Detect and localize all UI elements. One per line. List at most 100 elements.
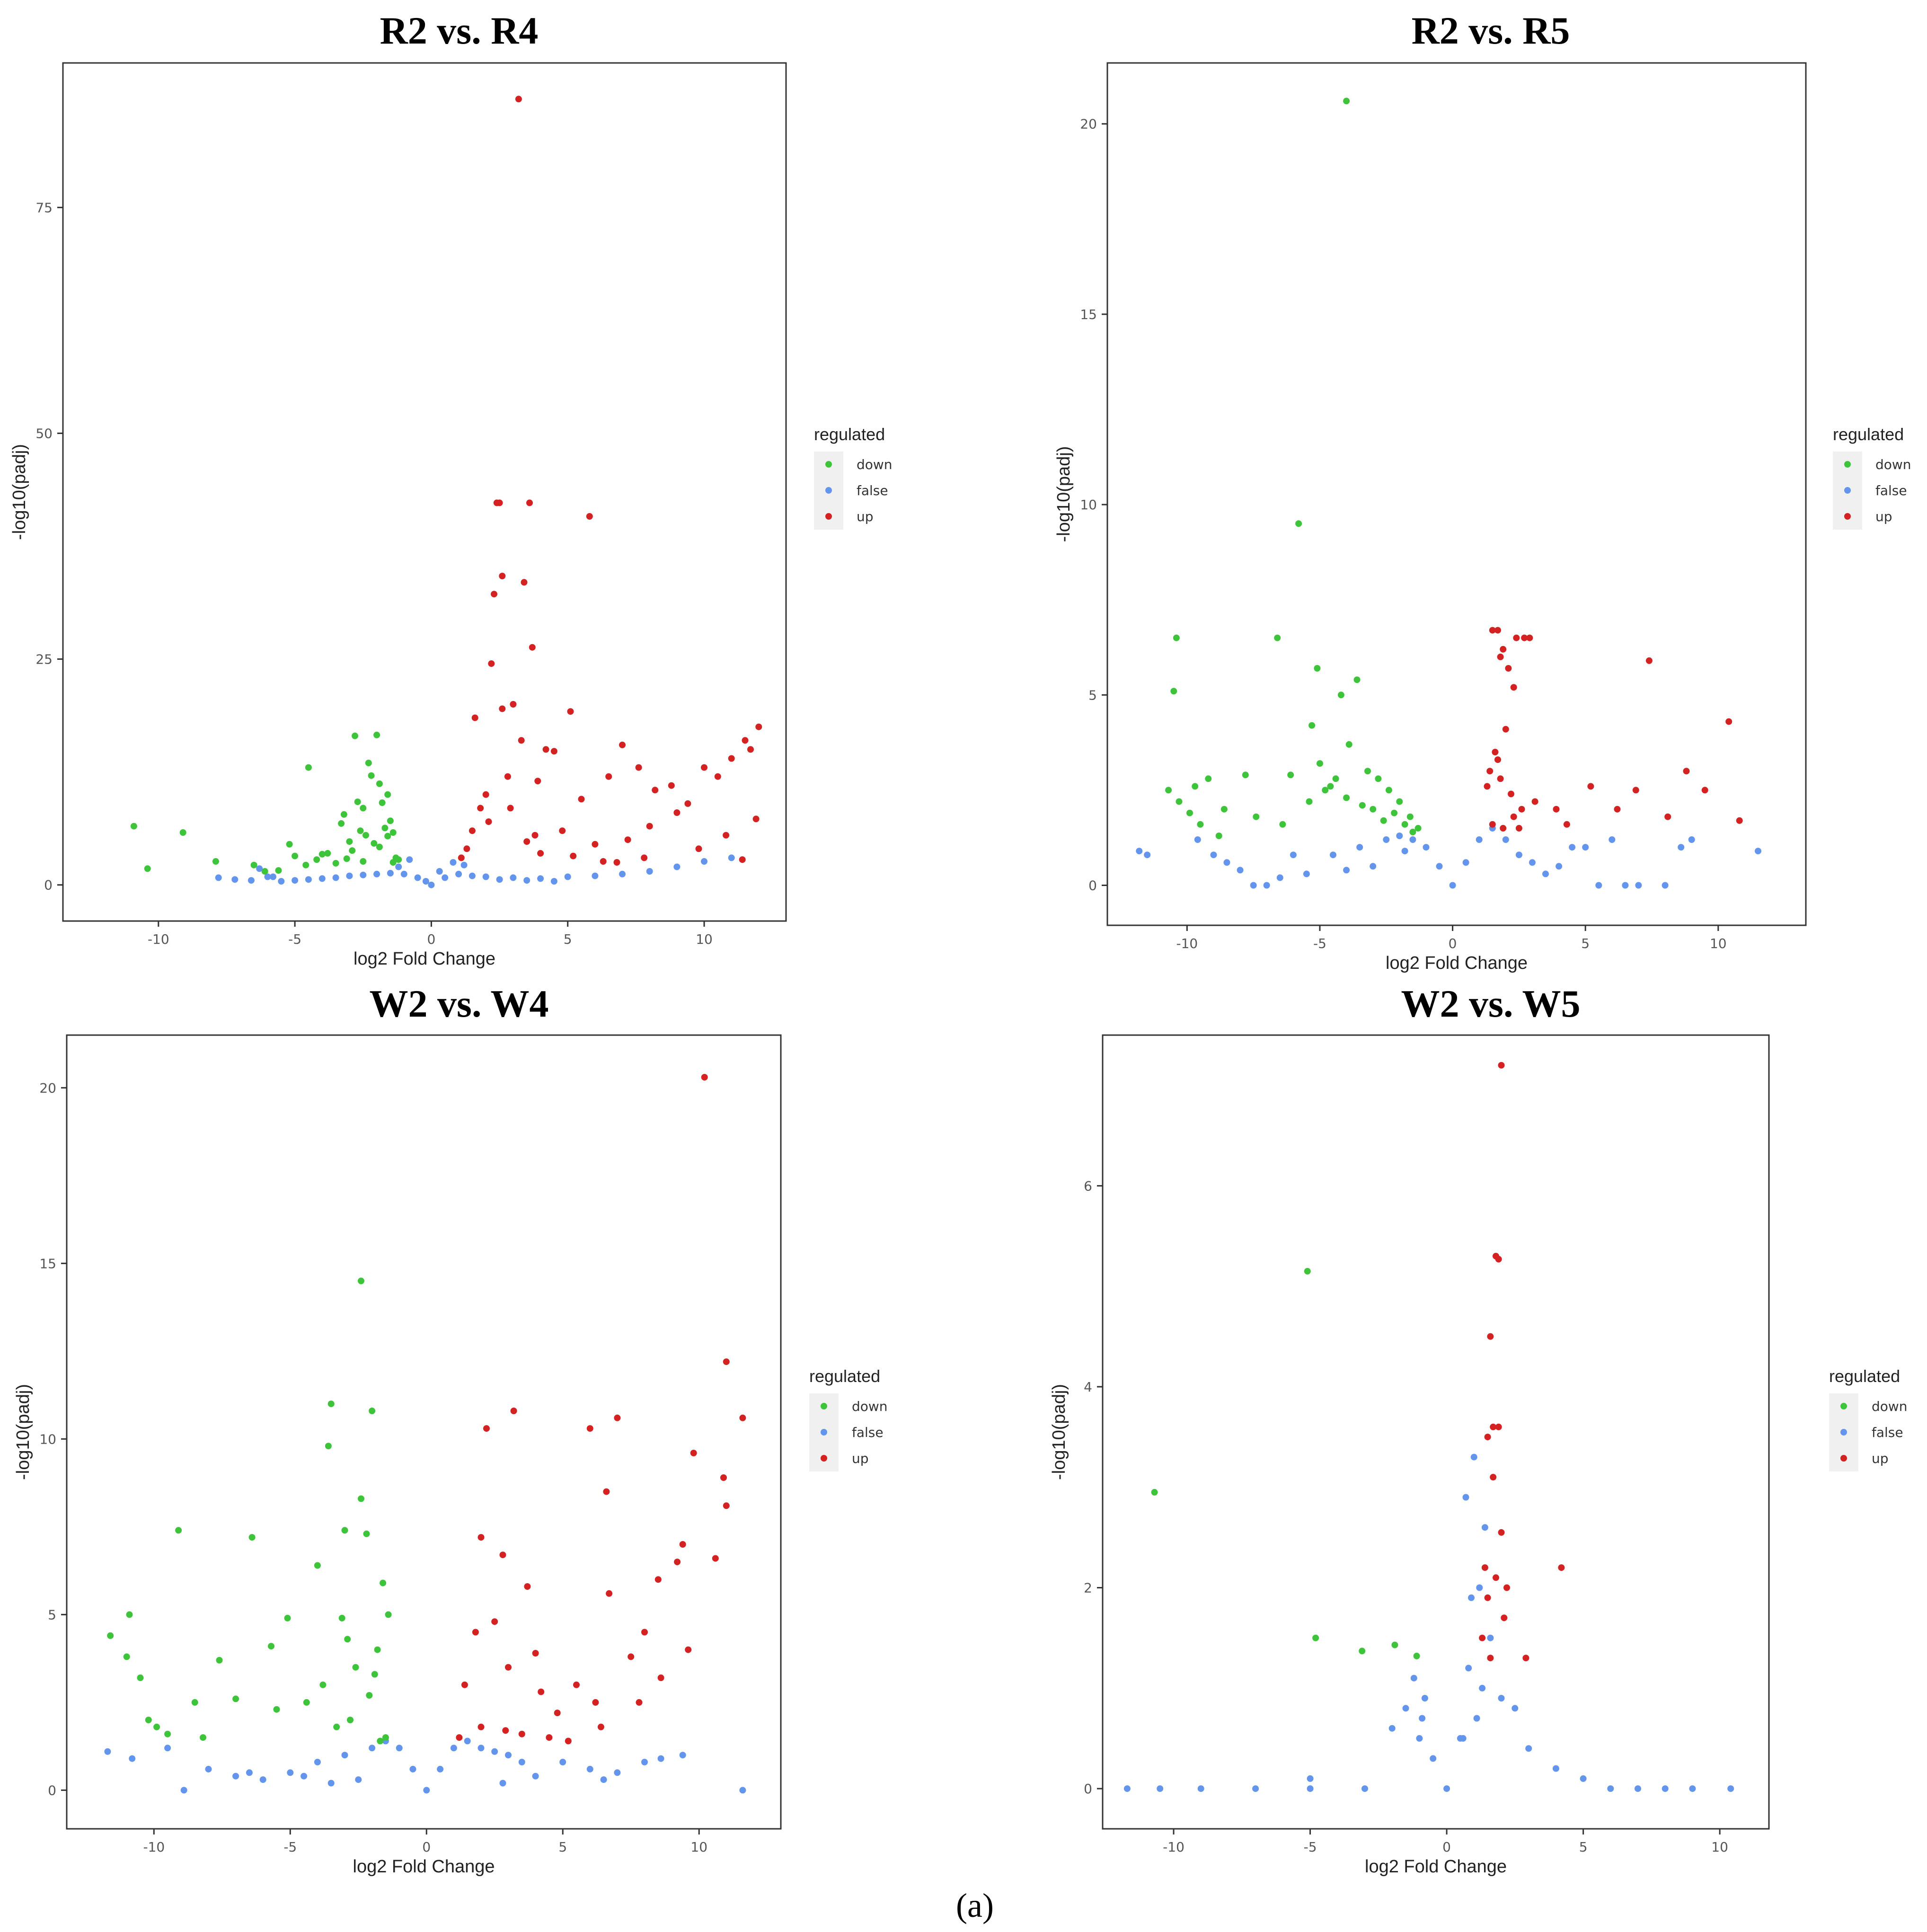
point-up [586,1425,593,1432]
legend: regulated down false up [1829,1366,1908,1471]
point-false [1525,1745,1532,1752]
point-up [477,1723,485,1730]
point-down [338,820,345,827]
series-up [1484,627,1743,832]
point-false [1223,859,1230,866]
point-up [1518,806,1525,813]
point-down [1151,1489,1158,1496]
point-false [1470,1453,1477,1461]
point-up [723,1358,730,1365]
point-down [1205,775,1212,782]
point-down [1327,783,1334,790]
point-down [1197,821,1204,828]
point-up [701,1074,708,1081]
point-up [605,773,612,780]
point-up [614,1414,621,1421]
point-false [1727,1785,1734,1792]
point-up [742,737,749,744]
point-up [755,723,762,730]
point-false [1383,836,1390,843]
point-up [510,1408,517,1414]
x-tick-label: -10 [1176,936,1198,951]
point-up [1508,790,1514,798]
point-false [414,874,421,881]
point-down [325,1443,332,1450]
point-false [292,877,299,884]
point-up [502,1727,509,1734]
point-up [477,805,484,812]
point-up [491,1618,498,1625]
point-down [1343,794,1350,801]
point-down [314,1562,321,1569]
point-up [679,1541,686,1548]
point-false [232,1772,239,1780]
point-down [1220,806,1228,813]
point-false [1635,882,1642,889]
point-down [389,829,397,836]
point-false [523,877,530,884]
chart-r2-vs-r4: R2 vs. R4 -10 -5 0 5 10 0 25 50 75 log2 Fold Chang… [9,9,893,969]
point-down [1186,809,1193,816]
point-down [286,841,293,848]
x-tick-label: 10 [696,931,713,947]
point-up [1498,1062,1505,1069]
point-false [477,1745,485,1752]
point-false [305,876,312,883]
point-false [1307,1785,1314,1792]
point-up [1510,813,1517,820]
point-false [739,1787,746,1794]
point-false [728,854,735,861]
y-tick-label: 0 [1084,1781,1092,1797]
point-up [542,746,549,753]
legend-label-up: up [852,1451,869,1466]
point-up [510,701,517,708]
point-false [1443,1785,1450,1792]
point-up [518,737,525,744]
point-down [352,732,358,739]
y-tick-label: 5 [48,1607,56,1622]
point-down [340,811,347,818]
point-false [287,1769,294,1776]
point-up [1515,824,1522,832]
point-down [344,1636,351,1643]
point-up [728,755,735,762]
point-false [537,875,544,882]
point-up [747,746,754,753]
point-false [1479,1684,1486,1692]
series-down [130,731,402,875]
point-false [355,1776,362,1783]
y-axis-title: -log10(padj) [1054,446,1074,542]
point-up [526,499,533,506]
point-false [586,1765,593,1772]
point-false [468,872,476,879]
chart-r2-vs-r5: R2 vs. R5 -10 -5 0 5 10 0 5 10 15 20 log2 Fold Chan… [1054,9,1911,973]
point-up [550,748,557,755]
point-up [1481,1564,1488,1571]
point-false [455,870,462,877]
point-false [1276,874,1283,881]
point-up [1502,726,1509,733]
point-up [1479,1634,1486,1641]
point-false [1237,867,1244,874]
point-false [1688,836,1695,843]
legend-marker-up [825,513,832,520]
point-up [523,838,530,845]
point-false [1755,848,1761,855]
legend-marker-down [821,1403,827,1409]
point-down [381,824,389,832]
legend: regulated down false up [1833,425,1911,530]
point-down [137,1674,144,1681]
point-up [673,809,681,816]
point-up [1632,787,1639,794]
point-up [507,805,514,812]
point-up [624,836,631,843]
point-down [318,851,326,858]
legend-title: regulated [814,425,885,444]
point-down [395,856,402,863]
point-false [1552,1765,1559,1772]
point-false [1481,1524,1488,1531]
point-false [1529,859,1536,866]
point-down [360,858,367,865]
point-down [385,1611,392,1618]
figure-caption: (a) [956,1887,994,1924]
